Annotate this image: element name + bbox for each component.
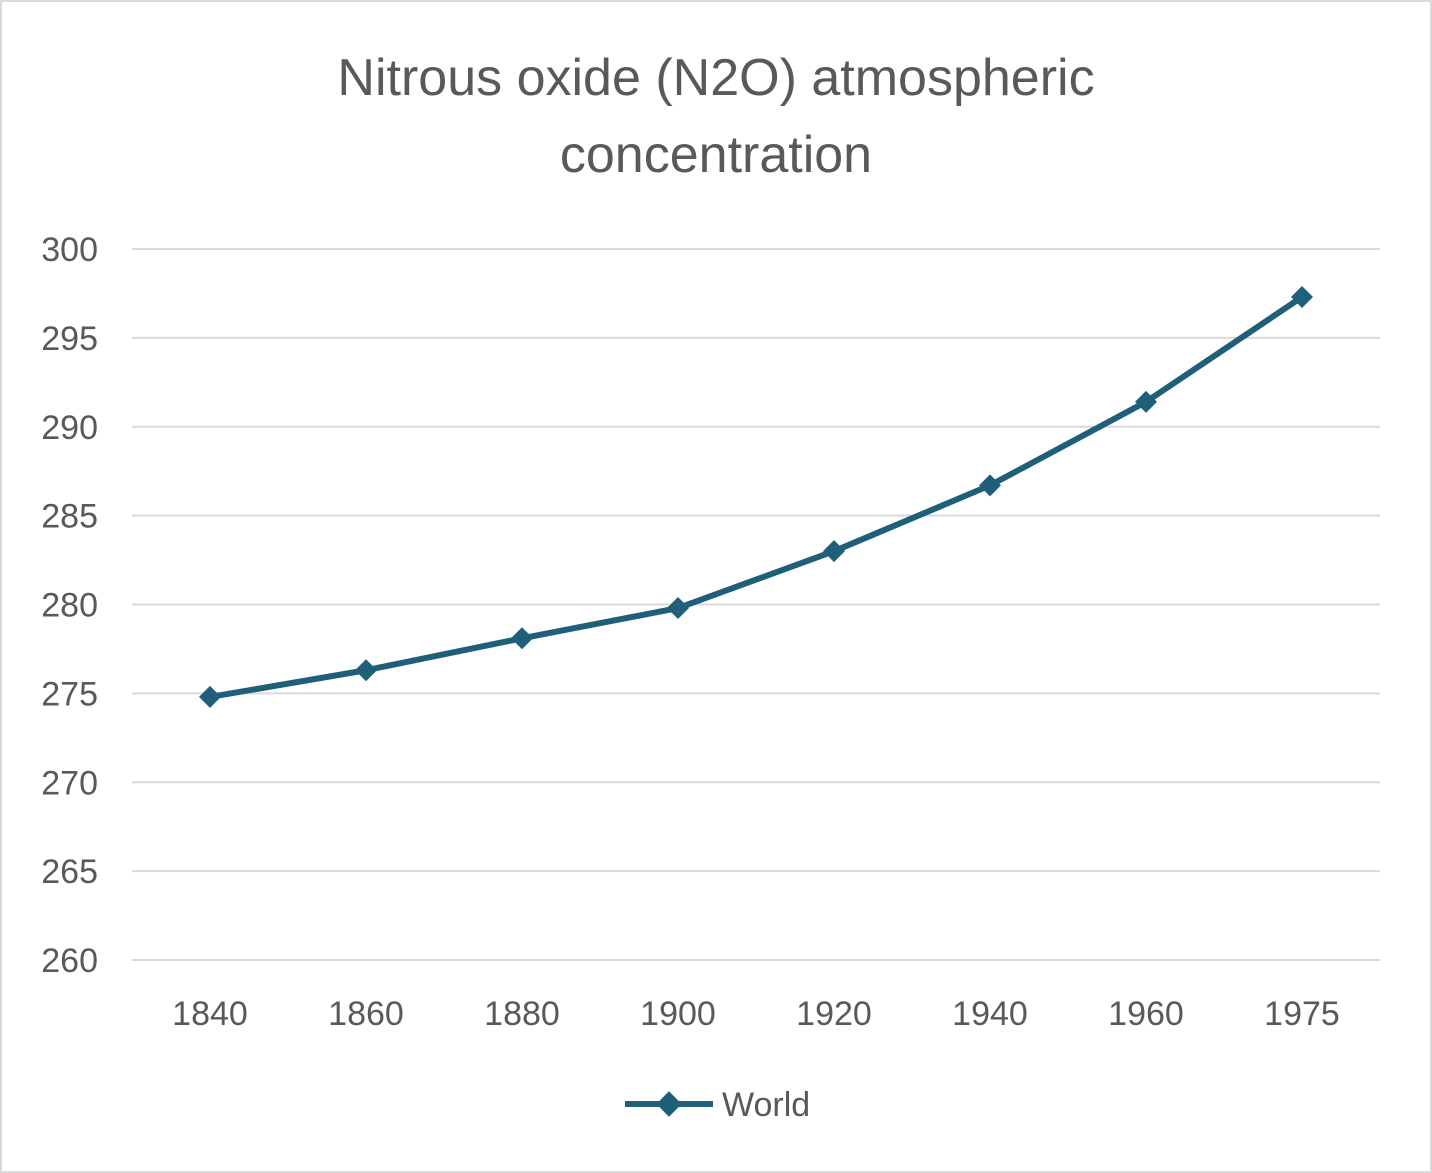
legend-label-world: World <box>722 1086 810 1124</box>
y-tick-label: 285 <box>41 498 98 536</box>
gridlines <box>132 248 1380 961</box>
data-point <box>1135 390 1157 413</box>
x-tick-label: 1940 <box>952 995 1028 1033</box>
x-axis-ticks: 1840 1860 1880 1900 1920 1940 1960 1975 <box>172 995 1340 1033</box>
series-line-world <box>207 293 1305 700</box>
data-point <box>199 685 221 708</box>
x-tick-label: 1860 <box>328 995 404 1033</box>
data-point <box>823 540 845 563</box>
x-tick-label: 1960 <box>1108 995 1184 1033</box>
data-point <box>979 474 1001 497</box>
y-tick-label: 300 <box>41 231 98 269</box>
y-tick-label: 265 <box>41 853 98 891</box>
series-world <box>199 285 1313 708</box>
data-point <box>667 597 689 620</box>
x-tick-label: 1920 <box>796 995 872 1033</box>
y-tick-label: 295 <box>41 320 98 358</box>
x-tick-label: 1840 <box>172 995 248 1033</box>
data-point <box>355 659 377 682</box>
y-tick-label: 275 <box>41 675 98 713</box>
y-tick-label: 280 <box>41 587 98 625</box>
data-point <box>511 627 533 650</box>
x-tick-label: 1900 <box>640 995 716 1033</box>
legend-marker-world <box>656 1091 682 1117</box>
data-point <box>1291 285 1313 308</box>
y-tick-label: 260 <box>41 942 98 980</box>
y-axis-ticks: 260 265 270 275 280 285 290 295 300 <box>41 231 98 980</box>
x-tick-label: 1880 <box>484 995 560 1033</box>
y-tick-label: 270 <box>41 764 98 802</box>
legend: World <box>625 1086 810 1124</box>
chart-title-line-1: Nitrous oxide (N2O) atmospheric <box>337 49 1094 107</box>
chart-title-line-2: concentration <box>560 126 872 184</box>
y-tick-label: 290 <box>41 409 98 447</box>
x-tick-label: 1975 <box>1264 995 1340 1033</box>
